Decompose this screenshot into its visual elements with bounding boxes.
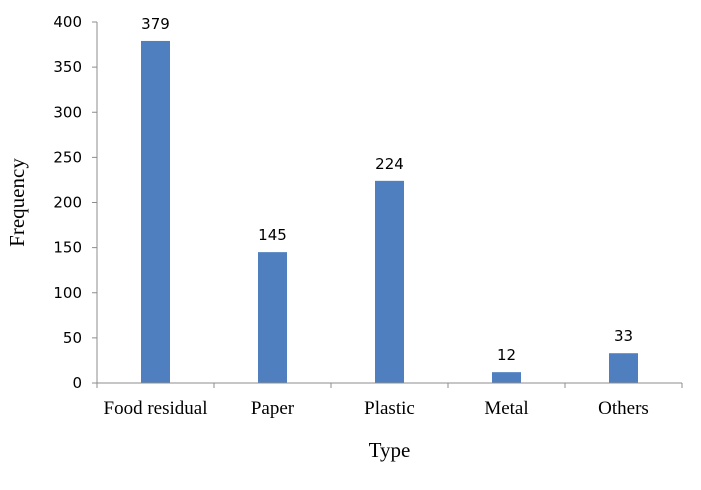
data-label: 379 (141, 15, 170, 33)
data-label: 12 (497, 346, 516, 364)
category-label: Food residual (104, 398, 208, 419)
y-axis-title: Frequency (5, 158, 29, 247)
category-label: Paper (251, 398, 295, 419)
y-tick-label: 150 (53, 239, 82, 257)
bar-metal (492, 372, 521, 383)
data-labels: 379 145 224 12 33 (141, 15, 633, 364)
bars (141, 40, 638, 383)
data-label: 224 (375, 155, 404, 173)
data-label: 33 (614, 327, 633, 345)
bar-others (609, 353, 638, 383)
y-tick-label: 400 (53, 13, 82, 31)
y-axis-ticks: 0 50 100 150 200 250 300 350 400 (53, 13, 683, 392)
category-label: Plastic (364, 398, 415, 419)
y-tick-label: 100 (53, 284, 82, 302)
bar-paper (258, 252, 287, 383)
y-tick-label: 350 (53, 58, 82, 76)
y-tick-label: 50 (63, 329, 82, 347)
bar-plastic (375, 180, 404, 383)
y-tick-label: 250 (53, 148, 82, 166)
x-axis-title: Type (369, 438, 411, 462)
category-label: Metal (484, 398, 528, 419)
y-tick-label: 300 (53, 103, 82, 121)
y-tick-label: 200 (53, 194, 82, 212)
y-tick-label: 0 (72, 374, 82, 392)
x-axis-category-labels: Food residual Paper Plastic Metal Others (104, 398, 649, 419)
bar-food-residual (141, 40, 170, 383)
data-label: 145 (258, 226, 287, 244)
category-label: Others (598, 398, 649, 419)
